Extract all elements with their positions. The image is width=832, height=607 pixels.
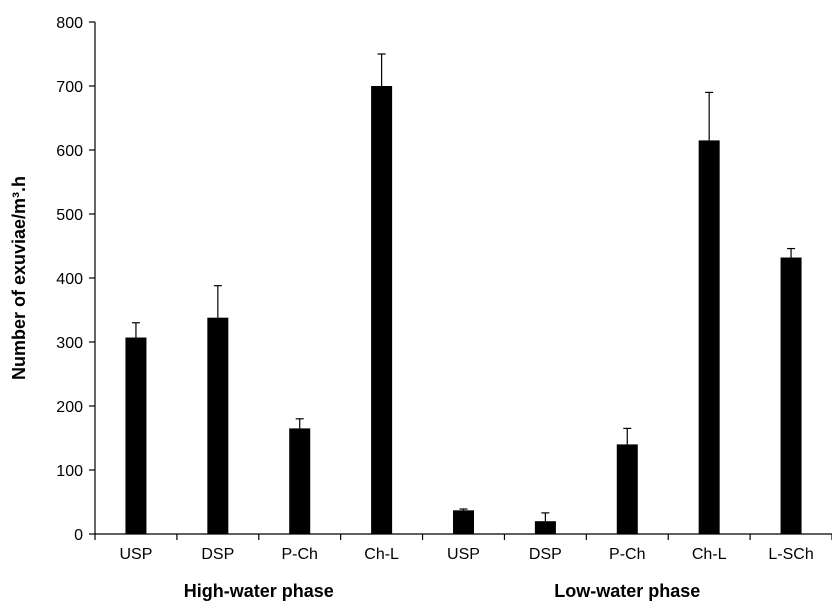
y-tick-label: 600 [56, 143, 83, 160]
y-tick-label: 400 [56, 271, 83, 288]
y-tick-label: 700 [56, 79, 83, 96]
bar [616, 444, 638, 534]
error-bars [131, 53, 796, 522]
x-tick-label: Ch-L [364, 546, 399, 563]
group-label: High-water phase [184, 581, 334, 601]
bar [534, 521, 556, 534]
bar [371, 86, 393, 534]
y-tick-label: 500 [56, 207, 83, 224]
bar [453, 510, 474, 534]
bar [289, 428, 311, 534]
x-tick-label: P-Ch [281, 546, 317, 563]
group-labels: High-water phase Low-water phase [184, 581, 701, 601]
x-tick-label: DSP [529, 546, 562, 563]
x-axis-ticks: USP DSP P-Ch Ch-L USP DSP P-Ch Ch-L L-SCh [94, 534, 832, 563]
x-tick-label: DSP [201, 546, 234, 563]
y-tick-label: 0 [74, 527, 83, 544]
x-tick-label: Ch-L [692, 546, 727, 563]
bar [698, 140, 720, 534]
y-tick-label: 100 [56, 463, 83, 480]
bars [125, 86, 802, 534]
x-tick-label: USP [119, 546, 152, 563]
x-tick-label: USP [447, 546, 480, 563]
x-tick-label: L-SCh [768, 546, 813, 563]
bar [207, 317, 229, 534]
bar [125, 337, 147, 534]
y-axis-ticks: 0 100 200 300 400 500 600 700 800 [56, 15, 95, 544]
x-tick-label: P-Ch [609, 546, 645, 563]
y-tick-label: 200 [56, 399, 83, 416]
y-tick-label: 300 [56, 335, 83, 352]
group-label: Low-water phase [554, 581, 700, 601]
bar [780, 257, 802, 534]
y-tick-label: 800 [56, 15, 83, 32]
y-axis-title: Number of exuviae/m³.h [9, 176, 29, 380]
